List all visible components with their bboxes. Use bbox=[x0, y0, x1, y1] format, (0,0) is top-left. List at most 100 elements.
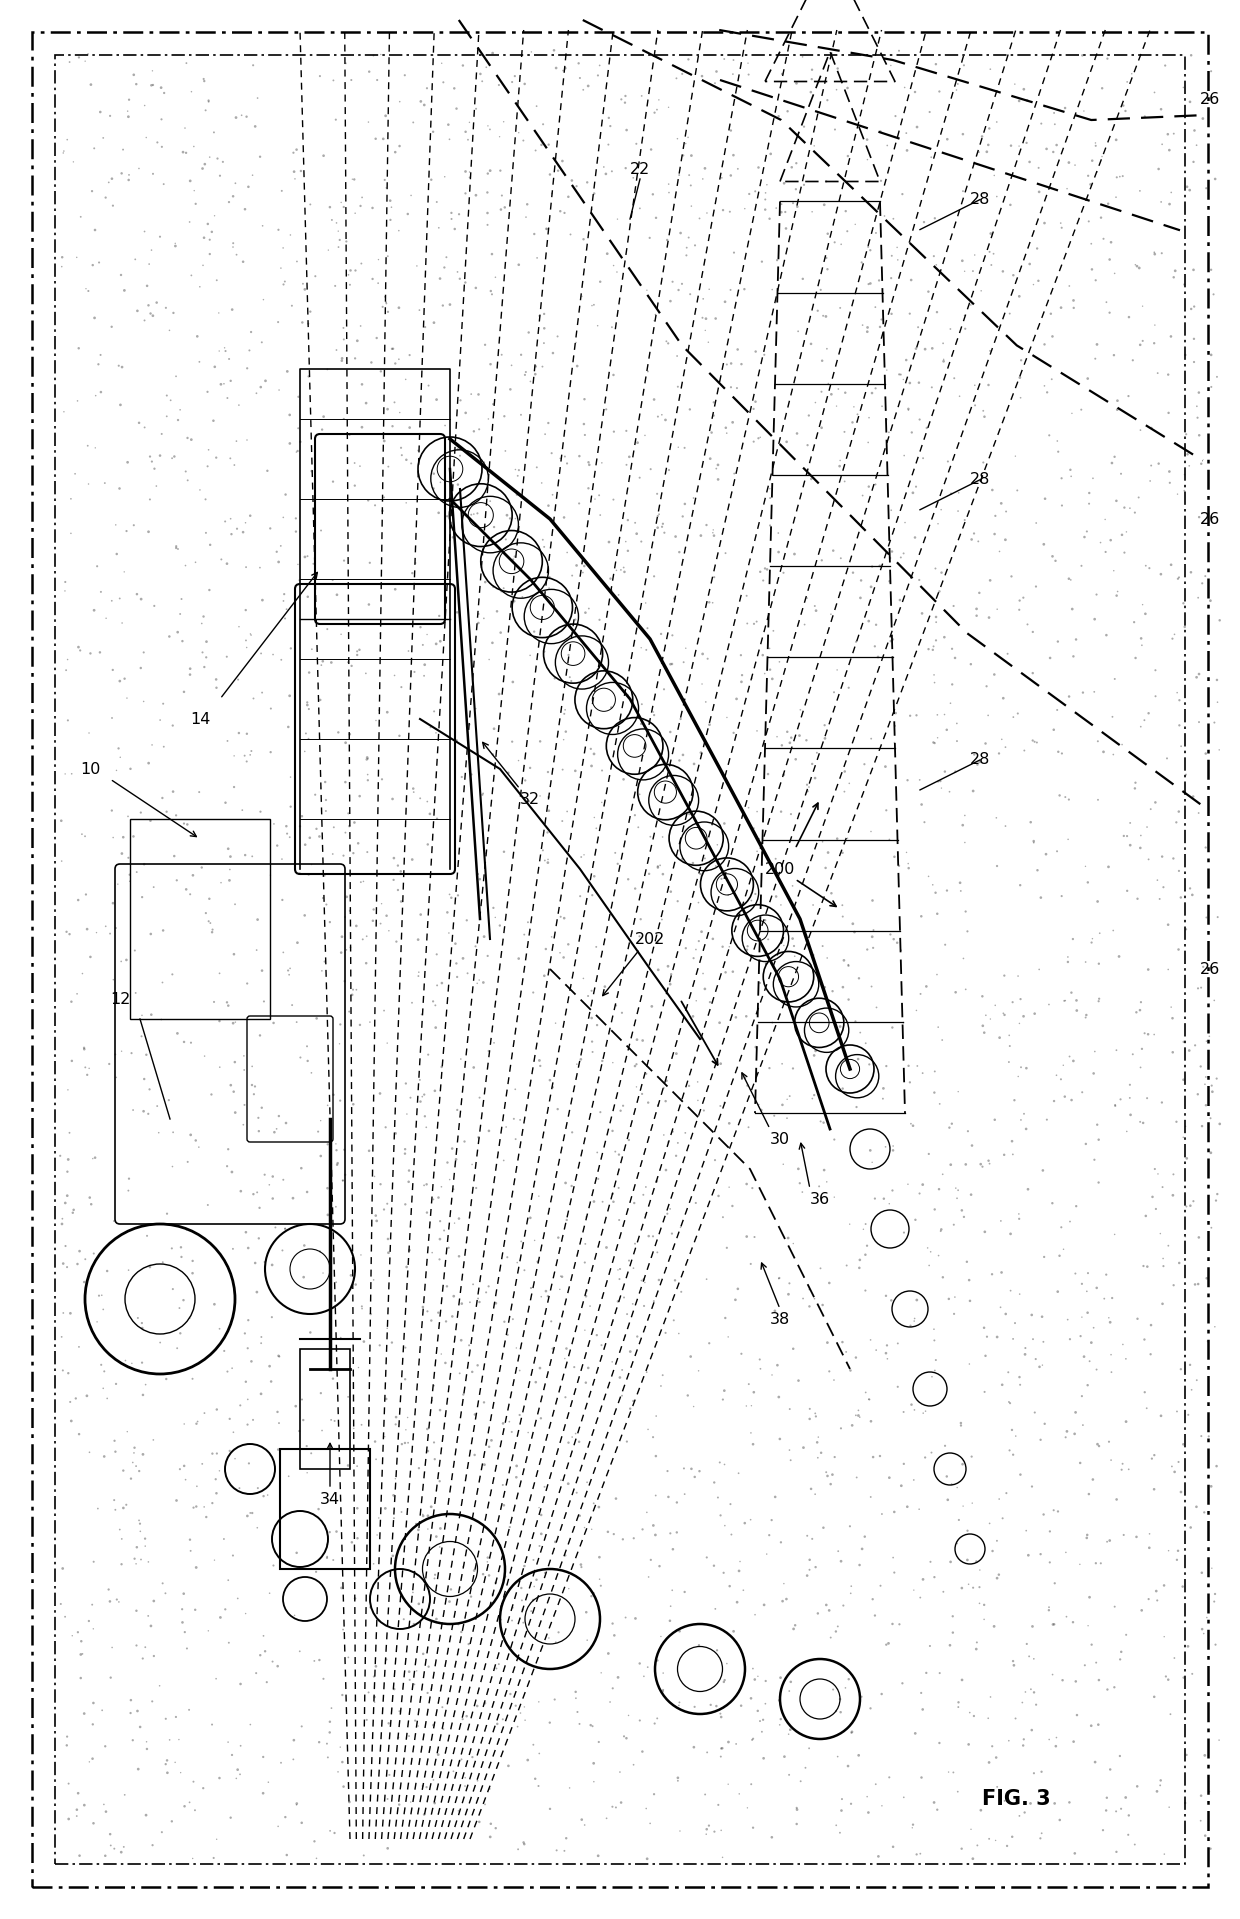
Point bbox=[211, 368, 231, 399]
Point bbox=[567, 351, 587, 382]
Point bbox=[362, 263, 382, 294]
Point bbox=[693, 284, 713, 315]
Point bbox=[425, 1011, 445, 1042]
Point bbox=[542, 1307, 562, 1338]
Point bbox=[346, 912, 366, 942]
Point bbox=[866, 1600, 885, 1631]
Point bbox=[929, 1011, 949, 1042]
Point bbox=[725, 1284, 745, 1315]
Point bbox=[405, 547, 425, 578]
Point bbox=[604, 416, 624, 447]
Point bbox=[570, 881, 590, 912]
Point bbox=[1195, 1821, 1215, 1852]
Point bbox=[87, 551, 107, 581]
Point bbox=[965, 518, 985, 549]
Point bbox=[254, 1247, 274, 1278]
Point bbox=[435, 411, 455, 441]
Point bbox=[977, 136, 997, 167]
Point bbox=[362, 192, 382, 223]
Point bbox=[1023, 658, 1043, 689]
Point bbox=[250, 372, 270, 403]
Point bbox=[1142, 1443, 1162, 1474]
Point bbox=[82, 177, 102, 207]
Point bbox=[334, 1165, 353, 1196]
Point bbox=[422, 1491, 441, 1522]
Point bbox=[531, 1499, 551, 1529]
Point bbox=[884, 1497, 904, 1528]
Point bbox=[708, 1790, 728, 1821]
Point bbox=[87, 917, 107, 948]
Point bbox=[125, 244, 145, 274]
Point bbox=[861, 1134, 880, 1165]
Point bbox=[358, 1677, 378, 1708]
Text: FIG. 3: FIG. 3 bbox=[982, 1789, 1052, 1810]
Point bbox=[198, 84, 218, 115]
Point bbox=[790, 695, 810, 725]
Point bbox=[807, 1428, 827, 1458]
Point bbox=[228, 664, 248, 695]
Point bbox=[613, 1355, 632, 1386]
Point bbox=[198, 1616, 218, 1647]
Point bbox=[857, 1781, 877, 1812]
Point bbox=[413, 1499, 433, 1529]
Point bbox=[1179, 1034, 1199, 1065]
Point bbox=[76, 272, 95, 303]
Point bbox=[378, 1708, 398, 1739]
Point bbox=[143, 56, 162, 86]
Point bbox=[83, 249, 103, 280]
Point bbox=[454, 1551, 474, 1581]
Point bbox=[1009, 585, 1029, 616]
Point bbox=[626, 1050, 646, 1080]
Point bbox=[1152, 238, 1172, 269]
Point bbox=[1043, 320, 1063, 351]
Point bbox=[296, 1432, 316, 1462]
Point bbox=[780, 1435, 800, 1466]
Point bbox=[515, 1691, 534, 1721]
Point bbox=[1145, 1474, 1164, 1504]
Point bbox=[916, 1658, 936, 1689]
Point bbox=[801, 77, 821, 107]
Point bbox=[202, 1437, 222, 1468]
Point bbox=[470, 1082, 490, 1113]
Point bbox=[1045, 1789, 1065, 1819]
Point bbox=[825, 1441, 844, 1472]
Point bbox=[786, 1792, 806, 1823]
Point bbox=[332, 344, 352, 374]
Point bbox=[872, 391, 892, 422]
Point bbox=[180, 1524, 200, 1554]
Point bbox=[316, 888, 336, 919]
Point bbox=[217, 986, 237, 1017]
Point bbox=[1177, 418, 1197, 449]
Point bbox=[588, 59, 608, 90]
Point bbox=[656, 1155, 676, 1186]
Point bbox=[681, 171, 701, 201]
Point bbox=[608, 203, 627, 234]
Point bbox=[589, 1727, 609, 1758]
Point bbox=[511, 340, 531, 370]
Point bbox=[1024, 727, 1044, 758]
Point bbox=[596, 1804, 616, 1835]
Point bbox=[994, 1140, 1014, 1171]
Point bbox=[596, 159, 616, 190]
Point bbox=[579, 447, 599, 478]
Point bbox=[517, 188, 537, 219]
Point bbox=[529, 1687, 549, 1718]
Point bbox=[587, 931, 606, 961]
Point bbox=[170, 1455, 190, 1485]
Point bbox=[410, 900, 430, 931]
Point bbox=[299, 860, 319, 890]
Point bbox=[272, 1748, 291, 1779]
Point bbox=[973, 447, 993, 478]
Point bbox=[888, 927, 908, 958]
Point bbox=[352, 1291, 372, 1322]
Point bbox=[859, 1384, 879, 1414]
Point bbox=[280, 681, 300, 712]
Point bbox=[668, 1765, 688, 1796]
Point bbox=[770, 1662, 790, 1693]
Point bbox=[397, 1100, 417, 1130]
Point bbox=[1037, 134, 1056, 165]
Point bbox=[529, 1739, 549, 1769]
Point bbox=[1100, 1307, 1120, 1338]
Point bbox=[765, 1295, 785, 1326]
Point bbox=[396, 1414, 415, 1445]
